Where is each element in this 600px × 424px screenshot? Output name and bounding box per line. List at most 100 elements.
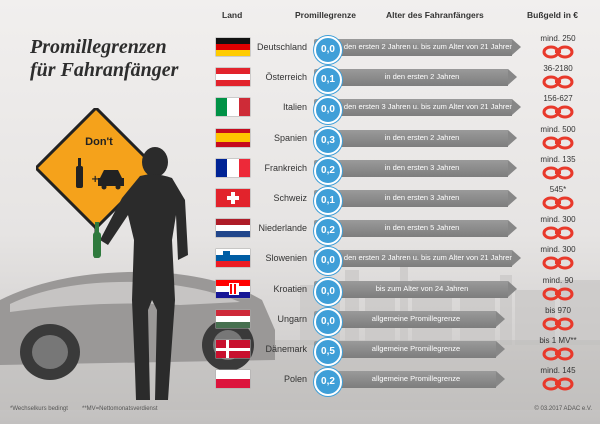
flag-icon <box>216 189 250 207</box>
handcuffs-icon <box>542 377 574 391</box>
title-line-2: für Fahranfänger <box>30 59 179 81</box>
flag-icon <box>216 279 250 298</box>
flag-icon <box>216 158 250 177</box>
flag-icon <box>216 98 250 117</box>
fine-amount: mind. 300 <box>540 215 576 225</box>
flag-icon <box>216 219 250 238</box>
handcuffs-icon-wrap <box>542 105 574 124</box>
country-name: Ungarn <box>277 313 307 324</box>
handcuffs-icon <box>542 256 574 270</box>
rule-bar: in den ersten 2 Jahren <box>314 129 517 147</box>
promille-badge: 0,0 <box>314 247 342 276</box>
rule-bar: in den ersten 3 Jahren <box>314 190 517 207</box>
promille-badge: 0,2 <box>314 156 342 185</box>
fine-amount: mind. 250 <box>540 34 576 43</box>
handcuffs-icon-wrap <box>542 317 574 336</box>
flag-icon <box>216 128 250 147</box>
promille-badge: 0,0 <box>314 96 342 125</box>
rule-text: in den ersten 2 Jahren <box>384 132 460 142</box>
table-row: Ungarn allgemeine Promillegrenze 0,0 bis 97… <box>0 306 600 336</box>
fine-amount: bis 970 <box>545 305 571 315</box>
fine-amount: mind. 90 <box>542 275 574 285</box>
rule-bar: in den ersten 5 Jahren <box>314 220 517 238</box>
rule-text: in den ersten 2 Jahren <box>384 72 460 82</box>
rule-text: in den ersten 3 Jahren <box>384 193 460 202</box>
table-row: Deutschland in den ersten 2 Jahren u. bis… <box>0 34 600 64</box>
header-limit: Promillegrenze <box>295 10 356 20</box>
rule-bar: in den ersten 3 Jahren u. bis zum Alter … <box>314 99 521 117</box>
handcuffs-icon-wrap <box>542 166 574 185</box>
svg-text:+: + <box>91 174 99 185</box>
handcuffs-icon-wrap <box>542 75 574 94</box>
table-row: Niederlande in den ersten 5 Jahren 0,2 mind… <box>0 215 600 246</box>
handcuffs-icon-wrap <box>542 45 574 64</box>
rule-bar: in den ersten 3 Jahren <box>314 159 517 177</box>
promille-badge: 0,5 <box>314 338 342 366</box>
country-name: Österreich <box>265 72 307 83</box>
rule-text: allgemeine Promillegrenze <box>371 374 461 384</box>
country-name: Frankreich <box>264 162 307 173</box>
table-row: Frankreich in den ersten 3 Jahren 0,2 mind.… <box>0 155 600 185</box>
table-row: Schweiz in den ersten 3 Jahren 0,1 545* <box>0 185 600 215</box>
rule-text: bis zum Alter von 24 Jahren <box>375 283 469 293</box>
country-name: Polen <box>283 374 307 385</box>
handcuffs-icon <box>542 226 574 240</box>
table-row: Slowenien in den ersten 2 Jahren u. bis z… <box>0 245 600 276</box>
flag-icon <box>216 249 250 268</box>
fine-amount: 36-2180 <box>543 64 573 74</box>
flag-icon <box>216 370 250 389</box>
handcuffs-icon <box>542 317 574 331</box>
country-name: Slowenien <box>265 253 307 264</box>
table-row: Dänemark allgemeine Promillegrenze 0,5 bis … <box>0 336 600 366</box>
handcuffs-icon <box>542 166 574 180</box>
country-name: Niederlande <box>258 223 307 234</box>
sign-label: Don't <box>85 136 113 148</box>
country-name: Schweiz <box>273 193 307 203</box>
title-line-1: Promillegrenzen <box>30 36 167 58</box>
promille-badge: 0,1 <box>314 66 342 95</box>
country-name: Deutschland <box>256 42 307 52</box>
rule-bar: bis zum Alter von 24 Jahren <box>314 280 517 298</box>
promille-badge: 0,0 <box>314 307 342 336</box>
rule-bar: in den ersten 2 Jahren u. bis zum Alter … <box>314 39 521 56</box>
handcuffs-icon <box>542 347 574 361</box>
handcuffs-icon <box>542 45 574 59</box>
handcuffs-icon-wrap <box>542 196 574 215</box>
handcuffs-icon-wrap <box>542 226 574 245</box>
flag-icon <box>216 38 250 56</box>
fine-amount: mind. 135 <box>540 154 576 164</box>
rule-text: in den ersten 3 Jahren u. bis zum Alter … <box>336 102 514 112</box>
fine-amount: mind. 145 <box>540 366 576 376</box>
table-row: Österreich in den ersten 2 Jahren 0,1 36-21… <box>0 64 600 95</box>
rule-text: in den ersten 3 Jahren <box>384 162 460 172</box>
infographic-title: Promillegrenzen für Fahranfänger <box>30 36 220 82</box>
promille-badge: 0,2 <box>314 217 342 246</box>
copyright: © 03.2017 ADAC e.V. <box>534 406 592 412</box>
rule-text: in den ersten 2 Jahren u. bis zum Alter … <box>336 253 514 263</box>
handcuffs-icon <box>542 196 574 210</box>
handcuffs-icon-wrap <box>542 256 574 275</box>
table-row: Kroatien bis zum Alter von 24 Jahren 0,0 mi… <box>0 276 600 306</box>
rule-text: allgemeine Promillegrenze <box>371 344 461 353</box>
footnote-mv: **MV=Nettomonatsverdienst <box>82 406 158 412</box>
fine-amount: 156-627 <box>543 94 573 104</box>
handcuffs-icon-wrap <box>542 347 574 366</box>
rule-text: in den ersten 5 Jahren <box>384 223 460 233</box>
promille-badge: 0,0 <box>314 36 342 64</box>
flag-icon <box>216 68 250 87</box>
country-name: Kroatien <box>273 283 307 294</box>
country-name: Italien <box>282 102 307 113</box>
promille-badge: 0,1 <box>314 187 342 215</box>
promille-badge: 0,3 <box>314 126 342 155</box>
table-row: Polen allgemeine Promillegrenze 0,2 mind. 1… <box>0 366 600 397</box>
handcuffs-icon <box>542 287 574 301</box>
header-fine: Bußgeld in € <box>527 10 578 20</box>
rule-bar: allgemeine Promillegrenze <box>314 371 505 389</box>
handcuffs-icon <box>542 136 574 150</box>
handcuffs-icon-wrap <box>542 377 574 396</box>
country-name: Spanien <box>273 132 307 143</box>
table-row: Italien in den ersten 3 Jahren u. bis zum… <box>0 94 600 125</box>
promille-badge: 0,2 <box>314 368 342 397</box>
fine-amount: bis 1 MV** <box>539 336 577 345</box>
